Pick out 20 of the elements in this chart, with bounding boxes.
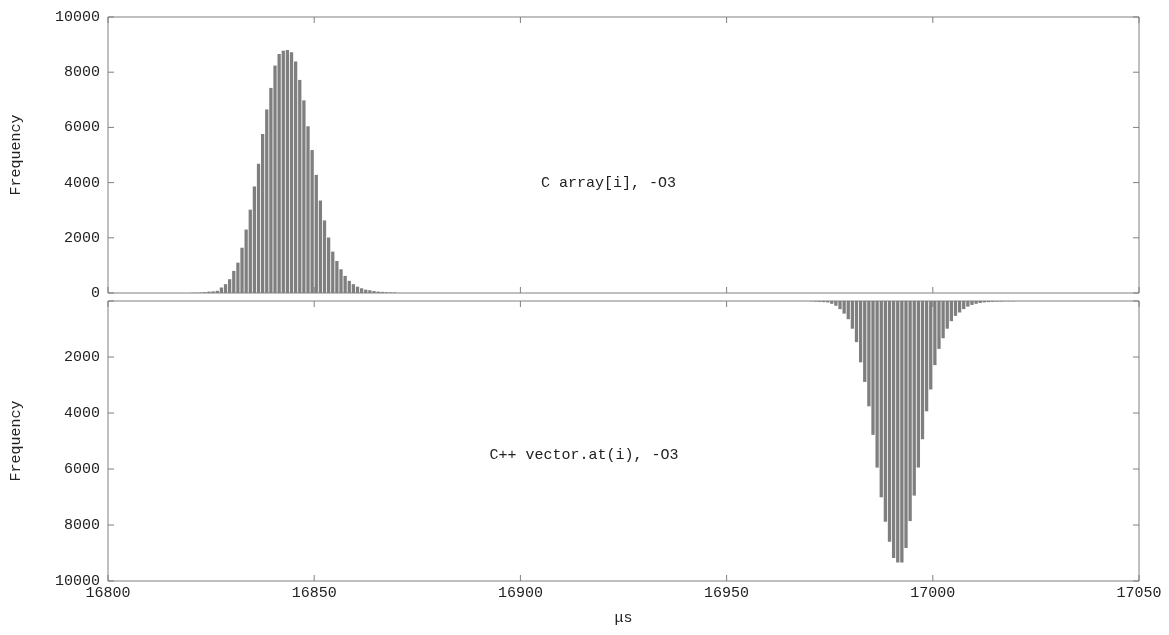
text: C++ vector.at(i), -O3 (489, 446, 679, 464)
x-tick-label: 16950 (704, 584, 750, 602)
y-tick-label: 2000 (63, 229, 100, 247)
y-tick-label: 10000 (54, 8, 100, 26)
y-tick-label: 6000 (63, 460, 100, 478)
y-tick-label: 6000 (63, 119, 100, 137)
y-tick-label: 2000 (63, 348, 100, 366)
y-tick-label: 4000 (63, 174, 100, 192)
y-tick-label: 0 (90, 284, 100, 302)
y-tick-label: 4000 (63, 404, 100, 422)
x-tick-label: 16900 (497, 584, 543, 602)
x-tick-label: 17000 (910, 584, 956, 602)
x-tick-label: 16850 (291, 584, 337, 602)
y-tick-label: 8000 (63, 516, 100, 534)
x-tick-label: 17050 (1116, 584, 1162, 602)
text: C array[i], -O3 (541, 174, 677, 192)
y-axis-title: Frequency (7, 114, 25, 196)
y-tick-label: 8000 (63, 64, 100, 82)
x-axis-title: μs (614, 609, 633, 627)
y-axis-title: Frequency (7, 400, 25, 482)
